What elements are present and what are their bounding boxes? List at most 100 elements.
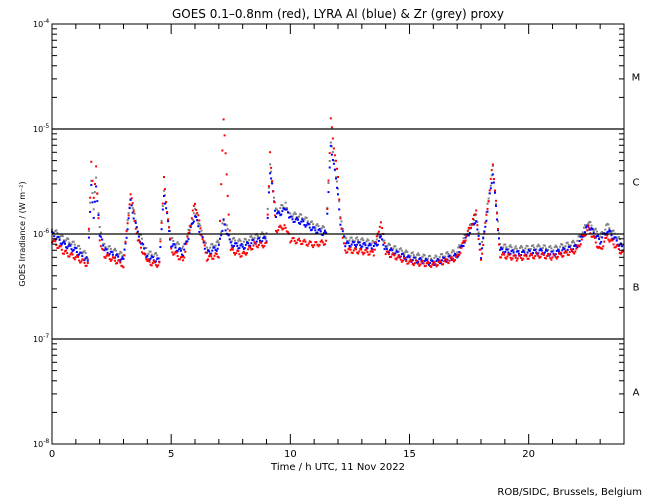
y-tick-label: 10-7 — [33, 333, 49, 344]
data-point — [215, 249, 218, 252]
data-point — [131, 207, 134, 210]
data-point — [418, 264, 421, 267]
data-point — [526, 257, 529, 260]
data-point — [416, 261, 419, 264]
data-point — [582, 233, 585, 236]
data-point — [564, 245, 567, 248]
y-tick-exponent: -4 — [43, 18, 49, 25]
data-point — [509, 244, 512, 247]
data-point — [394, 245, 397, 248]
data-point — [441, 253, 443, 256]
data-point — [215, 253, 218, 255]
data-point — [349, 245, 352, 248]
data-point — [172, 243, 175, 246]
data-point — [459, 246, 462, 249]
data-point — [348, 244, 351, 247]
data-point — [89, 201, 92, 204]
data-point — [90, 184, 93, 186]
data-point — [58, 245, 61, 247]
data-point — [439, 261, 442, 263]
data-point — [159, 240, 162, 243]
data-point — [472, 218, 475, 220]
data-point — [179, 249, 182, 252]
data-point — [149, 257, 152, 260]
data-point — [408, 260, 411, 263]
data-point — [326, 206, 329, 209]
data-point — [123, 248, 126, 251]
data-point — [539, 255, 542, 258]
data-point — [430, 257, 433, 260]
data-point — [581, 234, 584, 237]
data-point — [321, 241, 324, 244]
data-point — [485, 211, 488, 214]
data-point — [168, 226, 171, 229]
data-point — [312, 246, 315, 249]
data-point — [506, 248, 509, 251]
data-point — [555, 257, 558, 260]
data-point — [62, 239, 65, 242]
data-point — [367, 253, 370, 256]
data-point — [335, 176, 337, 179]
data-point — [273, 200, 275, 203]
data-point — [328, 166, 331, 169]
data-point — [143, 252, 146, 255]
data-point — [128, 203, 131, 206]
y-tick-label: 10-5 — [33, 123, 49, 134]
data-point — [182, 245, 185, 248]
data-point — [360, 238, 363, 241]
data-point — [150, 253, 153, 256]
data-point — [370, 242, 373, 245]
data-point — [148, 259, 151, 262]
data-point — [141, 251, 143, 254]
data-point — [565, 242, 568, 245]
data-point — [410, 252, 413, 254]
data-point — [173, 243, 176, 246]
data-point — [55, 229, 58, 232]
data-point — [163, 189, 165, 192]
data-point — [186, 240, 189, 243]
data-point — [551, 256, 554, 259]
data-point — [612, 238, 615, 240]
data-point — [547, 248, 550, 251]
data-point — [105, 248, 108, 251]
data-point — [280, 213, 283, 216]
data-point — [307, 242, 310, 245]
data-point — [303, 224, 306, 226]
data-point — [282, 206, 285, 209]
data-point — [362, 253, 365, 256]
data-point — [387, 253, 390, 256]
data-point — [188, 225, 191, 227]
data-point — [617, 245, 620, 247]
data-point — [252, 238, 255, 241]
data-point — [64, 250, 66, 253]
data-point — [53, 238, 56, 241]
data-point — [486, 207, 489, 210]
data-point — [577, 244, 580, 247]
data-point — [222, 218, 225, 221]
data-point — [269, 172, 272, 175]
data-point — [505, 246, 508, 249]
data-point — [545, 257, 547, 260]
data-point — [507, 251, 510, 254]
data-point — [142, 252, 145, 255]
data-point — [340, 227, 343, 230]
data-point — [185, 240, 188, 243]
data-point — [248, 244, 251, 247]
data-point — [424, 264, 427, 267]
data-point — [319, 240, 322, 243]
data-point — [93, 200, 96, 203]
data-point — [541, 251, 544, 254]
data-point — [99, 231, 102, 234]
data-point — [468, 232, 471, 234]
data-point — [209, 246, 212, 249]
data-point — [432, 261, 435, 264]
data-point — [390, 255, 393, 258]
data-point — [606, 222, 609, 225]
data-point — [507, 253, 510, 256]
data-point — [502, 246, 505, 249]
data-point — [543, 256, 546, 259]
data-point — [609, 230, 612, 233]
data-point — [79, 247, 82, 250]
data-point — [168, 230, 171, 232]
data-point — [315, 241, 318, 244]
